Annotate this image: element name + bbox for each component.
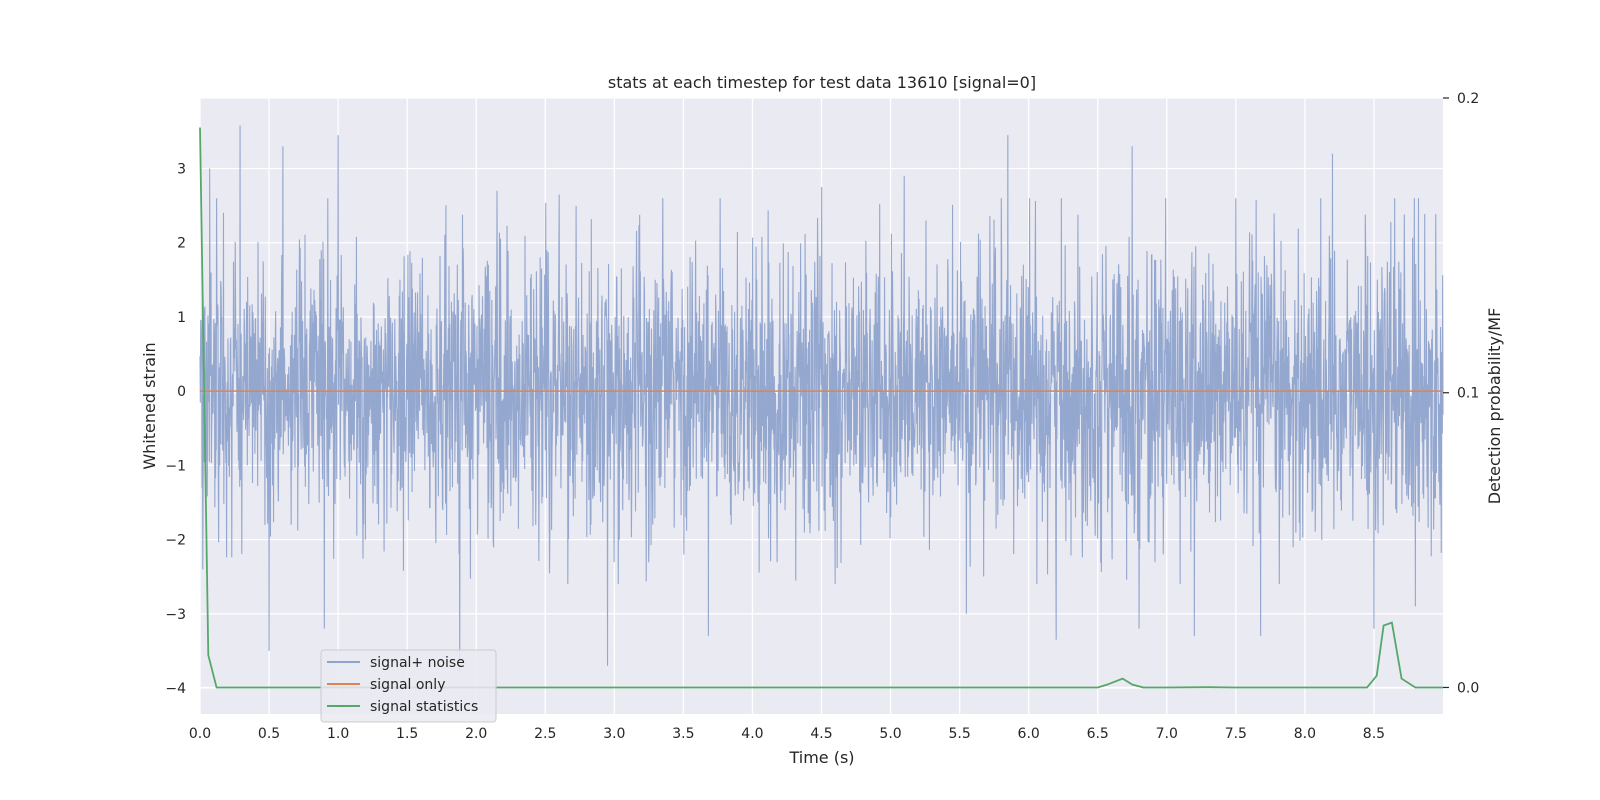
- x-tick-label: 5.0: [879, 726, 901, 742]
- x-axis-label: Time (s): [788, 748, 854, 767]
- legend: signal+ noise signal only signal statist…: [320, 649, 497, 723]
- x-tick-label: 0.0: [189, 726, 211, 742]
- y2-axis-label: Detection probability/MF: [1485, 308, 1504, 505]
- x-tick-label: 6.5: [1087, 726, 1109, 742]
- y-tick-label: 1: [177, 310, 186, 326]
- y2-tick-label: 0.2: [1457, 91, 1479, 107]
- y-axis-label: Whitened strain: [140, 342, 159, 469]
- y-tick-label: −3: [165, 607, 186, 623]
- x-tick-label: 1.0: [327, 726, 349, 742]
- x-tick-label: 2.0: [465, 726, 487, 742]
- x-tick-label: 1.5: [396, 726, 418, 742]
- x-tick-label: 4.5: [810, 726, 832, 742]
- x-tick-label: 4.0: [741, 726, 763, 742]
- x-tick-label: 8.0: [1294, 726, 1316, 742]
- y-tick-label: 2: [177, 236, 186, 252]
- x-tick-label: 0.5: [258, 726, 280, 742]
- chart-title: stats at each timestep for test data 136…: [608, 73, 1036, 92]
- y-tick-label: 3: [177, 162, 186, 178]
- x-tick-label: 3.5: [672, 726, 694, 742]
- y2-tick-label: 0.0: [1457, 680, 1479, 696]
- x-tick-label: 7.0: [1156, 726, 1178, 742]
- y-tick-label: −1: [165, 458, 186, 474]
- x-tick-label: 6.0: [1018, 726, 1040, 742]
- y2-tick-label: 0.1: [1457, 386, 1479, 402]
- y-tick-label: −4: [165, 681, 186, 697]
- legend-label-signal: signal only: [370, 677, 445, 693]
- x-tick-label: 5.5: [948, 726, 970, 742]
- x-tick-label: 7.5: [1225, 726, 1247, 742]
- series-line-noise: [199, 125, 1444, 674]
- y-tick-label: 0: [177, 384, 186, 400]
- ticks: 0.0 0.5 1.0 1.5 2.0 2.5 3.0 3.5 4.0 4.5 5.0 5.5 6.0 6…: [165, 91, 1479, 742]
- legend-label-stats: signal statistics: [370, 699, 478, 715]
- x-tick-label: 2.5: [534, 726, 556, 742]
- y-tick-label: −2: [165, 533, 186, 549]
- x-tick-label: 8.5: [1363, 726, 1385, 742]
- legend-label-noise: signal+ noise: [370, 655, 465, 671]
- x-tick-label: 3.0: [603, 726, 625, 742]
- legend-box: [320, 649, 497, 723]
